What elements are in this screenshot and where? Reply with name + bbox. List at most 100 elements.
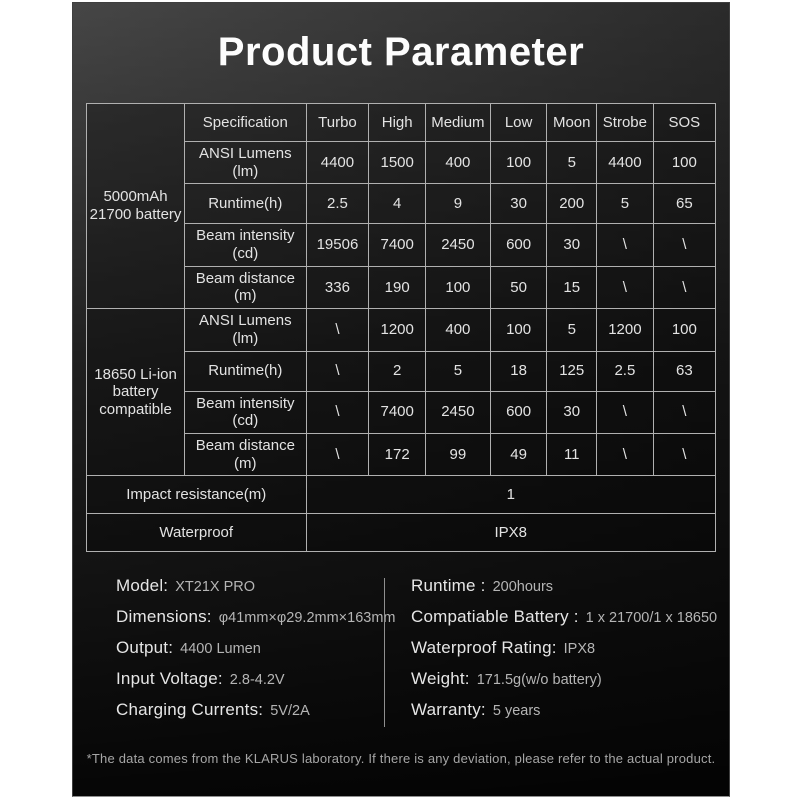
detail-label: Runtime : xyxy=(411,576,486,596)
value-cell: 600 xyxy=(489,223,548,267)
value-cell: \ xyxy=(652,265,717,310)
spec-label: Runtime(h) xyxy=(184,350,307,392)
value-cell: 49 xyxy=(489,432,548,477)
value-cell: \ xyxy=(305,432,370,477)
table-row: Beam distance (m) \ 172 99 49 11 \ \ xyxy=(87,432,717,477)
value-cell: \ xyxy=(596,390,654,434)
value-cell: 1200 xyxy=(368,308,426,352)
detail-value: 171.5g(w/o battery) xyxy=(476,672,602,689)
value-cell: 1500 xyxy=(368,140,426,185)
detail-input-voltage: Input Voltage: 2.8-4.2V xyxy=(116,669,384,689)
value-cell: 50 xyxy=(489,265,548,310)
detail-value: 5V/2A xyxy=(270,703,310,720)
detail-label: Compatiable Battery : xyxy=(411,607,579,627)
battery-group-2-cell: 18650 Li-ion battery compatible xyxy=(85,308,186,477)
value-cell: 600 xyxy=(489,390,548,434)
impact-resistance-value: 1 xyxy=(305,475,716,515)
waterproof-label: Waterproof xyxy=(86,513,307,553)
value-cell: \ xyxy=(652,223,717,267)
value-cell: 2450 xyxy=(425,390,491,434)
details-divider xyxy=(384,578,385,728)
value-cell: 18 xyxy=(489,350,548,392)
table-row: 18650 Li-ion battery compatible ANSI Lum… xyxy=(85,308,717,477)
value-cell: 9 xyxy=(425,183,491,225)
value-cell: 99 xyxy=(425,432,491,477)
value-cell: 5 xyxy=(425,350,491,392)
value-cell: 2.5 xyxy=(596,350,654,392)
detail-label: Weight: xyxy=(411,669,470,689)
detail-label: Waterproof Rating: xyxy=(411,638,557,658)
value-cell: 200 xyxy=(546,183,598,225)
detail-output: Output: 4400 Lumen xyxy=(116,638,384,658)
detail-label: Warranty: xyxy=(411,700,486,720)
spec-label: Beam intensity (cd) xyxy=(184,223,307,267)
spec-label: Beam distance (m) xyxy=(184,265,307,310)
value-cell: 4400 xyxy=(305,140,370,185)
detail-compatible-battery: Compatiable Battery : 1 x 21700/1 x 1865… xyxy=(411,607,729,627)
detail-value: 4400 Lumen xyxy=(180,641,261,658)
table-row: Beam distance (m) 336 190 100 50 15 \ \ xyxy=(87,265,717,310)
detail-waterproof-rating: Waterproof Rating: IPX8 xyxy=(411,638,729,658)
detail-value: XT21X PRO xyxy=(175,579,256,596)
detail-value: 5 years xyxy=(492,703,541,720)
detail-label: Output: xyxy=(116,638,174,658)
value-cell: \ xyxy=(596,432,654,477)
value-cell: 400 xyxy=(425,308,491,352)
detail-value: φ41mm×φ29.2mm×163mm xyxy=(218,610,396,627)
value-cell: 2 xyxy=(368,350,426,392)
value-cell: 30 xyxy=(546,390,598,434)
spec-label: ANSI Lumens (lm) xyxy=(184,308,307,352)
waterproof-value: IPX8 xyxy=(305,513,716,553)
table-row: Beam intensity (cd) 19506 7400 2450 600 … xyxy=(87,223,717,267)
battery-group-1-cell: 5000mAh 21700 battery xyxy=(85,102,186,310)
page-title: Product Parameter xyxy=(217,30,585,74)
col-header-sos: SOS xyxy=(652,103,717,142)
value-cell: \ xyxy=(596,223,654,267)
product-parameter-panel: Product Parameter 5000mAh 21700 battery … xyxy=(72,2,730,797)
col-header-specification: Specification xyxy=(184,103,307,142)
footnote: *The data comes from the KLARUS laborato… xyxy=(86,751,716,766)
value-cell: 125 xyxy=(546,350,598,392)
value-cell: 19506 xyxy=(305,223,370,267)
col-header-moon: Moon xyxy=(546,103,598,142)
value-cell: 100 xyxy=(652,140,717,185)
value-cell: 5 xyxy=(546,308,598,352)
detail-label: Model: xyxy=(116,576,169,596)
impact-resistance-label: Impact resistance(m) xyxy=(86,475,307,515)
value-cell: 2.5 xyxy=(305,183,370,225)
col-header-medium: Medium xyxy=(425,103,491,142)
details-column-right: Runtime : 200hours Compatiable Battery :… xyxy=(385,576,729,731)
value-cell: 100 xyxy=(489,308,548,352)
value-cell: 100 xyxy=(652,308,717,352)
value-cell: 190 xyxy=(368,265,426,310)
detail-charging-currents: Charging Currents: 5V/2A xyxy=(116,700,384,720)
value-cell: \ xyxy=(652,390,717,434)
details-column-left: Model: XT21X PRO Dimensions: φ41mm×φ29.2… xyxy=(73,576,396,731)
table-row: ANSI Lumens (lm) 4400 1500 400 100 5 440… xyxy=(87,140,717,185)
detail-label: Dimensions: xyxy=(116,607,212,627)
detail-value: 2.8-4.2V xyxy=(229,672,285,689)
value-cell: 4400 xyxy=(596,140,654,185)
value-cell: 2450 xyxy=(425,223,491,267)
details-section: Model: XT21X PRO Dimensions: φ41mm×φ29.2… xyxy=(73,552,729,731)
value-cell: 100 xyxy=(489,140,548,185)
detail-runtime: Runtime : 200hours xyxy=(411,576,729,596)
col-header-low: Low xyxy=(489,103,548,142)
value-cell: \ xyxy=(305,308,370,352)
table-row: Runtime(h) 2.5 4 9 30 200 5 65 xyxy=(87,183,717,225)
col-header-high: High xyxy=(368,103,426,142)
waterproof-row: Waterproof IPX8 xyxy=(86,513,716,553)
value-cell: 63 xyxy=(652,350,717,392)
value-cell: 15 xyxy=(546,265,598,310)
value-cell: 30 xyxy=(489,183,548,225)
value-cell: 1200 xyxy=(596,308,654,352)
spec-label: Beam intensity (cd) xyxy=(184,390,307,434)
table-header-row: 5000mAh 21700 battery Specification Turb… xyxy=(85,102,717,310)
value-cell: \ xyxy=(596,265,654,310)
impact-resistance-row: Impact resistance(m) 1 xyxy=(86,475,716,515)
value-cell: 65 xyxy=(652,183,717,225)
value-cell: 400 xyxy=(425,140,491,185)
detail-label: Charging Currents: xyxy=(116,700,264,720)
value-cell: 5 xyxy=(546,140,598,185)
